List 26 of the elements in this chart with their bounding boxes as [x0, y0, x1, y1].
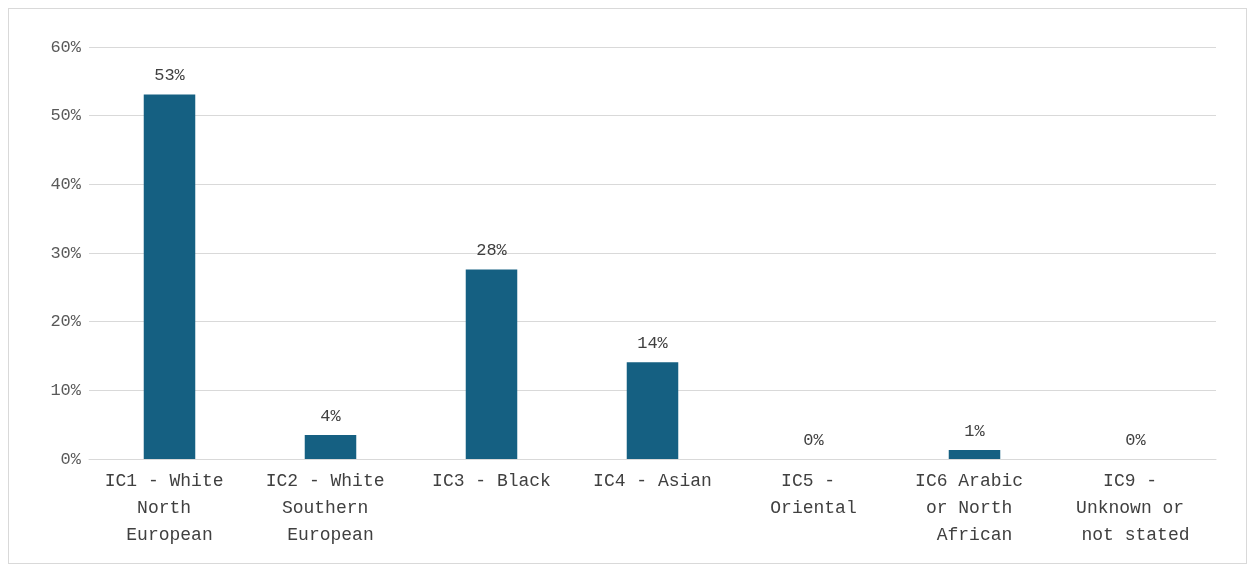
- y-tick-label: 0%: [60, 449, 82, 469]
- y-tick-label: 60%: [50, 37, 82, 57]
- x-tick-label: IC4 - Asian: [593, 470, 712, 491]
- x-tick-label: IC1 - White North European: [104, 470, 235, 545]
- bar: [143, 94, 196, 459]
- bar: [304, 434, 357, 459]
- data-label: 14%: [637, 334, 669, 354]
- x-tick-label: IC3 - Black: [432, 470, 551, 491]
- y-tick-label: 30%: [50, 243, 82, 263]
- data-label: 4%: [320, 406, 342, 426]
- x-tick-label: IC2 - White Southern European: [265, 470, 396, 545]
- data-label: 0%: [1125, 431, 1147, 450]
- y-tick-label: 10%: [50, 380, 82, 400]
- data-label: 1%: [964, 422, 986, 442]
- x-tick-label: IC6 Arabic or North African: [915, 470, 1034, 545]
- bar: [465, 269, 518, 459]
- y-tick-label: 20%: [50, 312, 82, 332]
- data-label: 53%: [154, 66, 186, 86]
- data-label: 28%: [476, 241, 508, 261]
- y-tick-label: 40%: [50, 174, 82, 194]
- bar: [626, 362, 679, 459]
- x-tick-label: IC5 - Oriental: [770, 470, 857, 518]
- data-label: 0%: [803, 431, 825, 450]
- x-tick-label: IC9 - Unknown or not stated: [1076, 470, 1195, 545]
- y-tick-label: 50%: [50, 106, 82, 126]
- bar: [948, 450, 1001, 459]
